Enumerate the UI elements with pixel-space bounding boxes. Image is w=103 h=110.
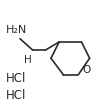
Text: H: H — [24, 55, 32, 65]
Text: HCl: HCl — [6, 89, 26, 102]
Text: HCl: HCl — [6, 72, 26, 85]
Text: O: O — [82, 65, 91, 75]
Text: H₂N: H₂N — [6, 25, 27, 35]
